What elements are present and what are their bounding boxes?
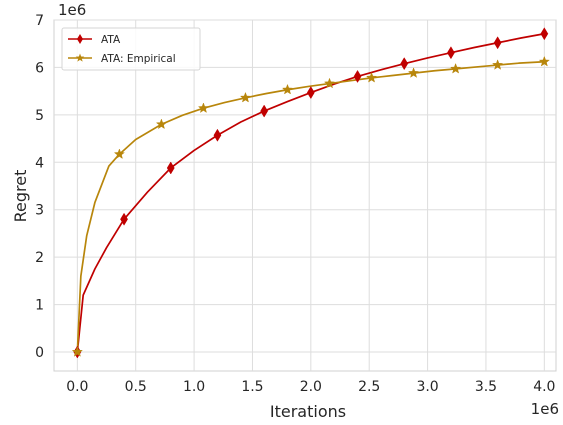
data-point-ata [353, 69, 362, 83]
data-point-ata-empirical [281, 83, 294, 95]
data-point-ata-empirical [155, 118, 168, 130]
y-axis-offset-label: 1e6 [58, 1, 86, 19]
data-point-ata-empirical [365, 71, 378, 83]
data-point-ata [120, 212, 128, 226]
legend-label-ata-empirical: ATA: Empirical [101, 53, 176, 65]
data-point-ata [447, 46, 455, 60]
data-point-ata-empirical [239, 91, 252, 103]
legend-label-ata: ATA [101, 34, 121, 46]
data-point-ata-empirical [323, 77, 336, 89]
y-tick-label: 1 [35, 298, 44, 314]
y-tick-label: 6 [35, 60, 44, 76]
data-point-ata [306, 86, 315, 100]
data-point-ata-empirical [197, 102, 210, 114]
x-tick-label: 2.5 [358, 379, 380, 395]
data-point-ata-empirical [538, 55, 550, 67]
legend-marker-ata-empirical [75, 53, 85, 62]
series-markers [71, 27, 550, 359]
x-tick-label: 3.0 [416, 379, 438, 395]
series-line-ata-empirical [76, 60, 545, 353]
data-point-ata [400, 57, 409, 71]
y-tick-label: 4 [35, 155, 44, 171]
legend-box [61, 27, 201, 71]
data-point-ata [493, 36, 502, 50]
data-point-ata-empirical [113, 148, 125, 160]
x-tick-label: 4.0 [533, 379, 555, 395]
x-axis-label: Iterations [270, 402, 346, 421]
x-tick-label: 1.0 [183, 379, 205, 395]
data-point-ata [213, 128, 222, 142]
data-point-ata-empirical [71, 346, 83, 357]
x-tick-label: 1.5 [241, 379, 263, 395]
data-point-ata [540, 27, 549, 41]
x-tick-label: 3.5 [475, 379, 497, 395]
y-tick-label: 7 [35, 13, 44, 29]
legend: ATA ATA: Empirical [61, 27, 201, 71]
y-axis-label: Regret [11, 170, 30, 223]
data-point-ata-empirical [449, 62, 462, 74]
x-tick-label: 2.0 [300, 379, 322, 395]
x-tick-label: 0.5 [125, 379, 147, 395]
data-point-ata [166, 161, 175, 175]
x-tick-label: 0.0 [66, 379, 88, 395]
y-tick-label: 3 [35, 203, 44, 219]
data-point-ata-empirical [407, 67, 420, 78]
series-lines [76, 32, 545, 353]
y-tick-label: 0 [35, 345, 44, 361]
x-axis-offset-label: 1e6 [531, 400, 559, 418]
y-tick-label: 5 [35, 108, 44, 124]
data-point-ata [260, 104, 269, 118]
axis-ticks: 0.0 0.5 1.0 1.5 2.0 2.5 3.0 3.5 4.0 0 1 2 3 4 5 6 7 [35, 13, 555, 395]
series-line-ata [76, 32, 545, 353]
y-tick-label: 2 [35, 250, 44, 266]
plot-area [53, 19, 557, 372]
legend-marker-ata [77, 34, 83, 44]
data-point-ata-empirical [492, 59, 504, 70]
